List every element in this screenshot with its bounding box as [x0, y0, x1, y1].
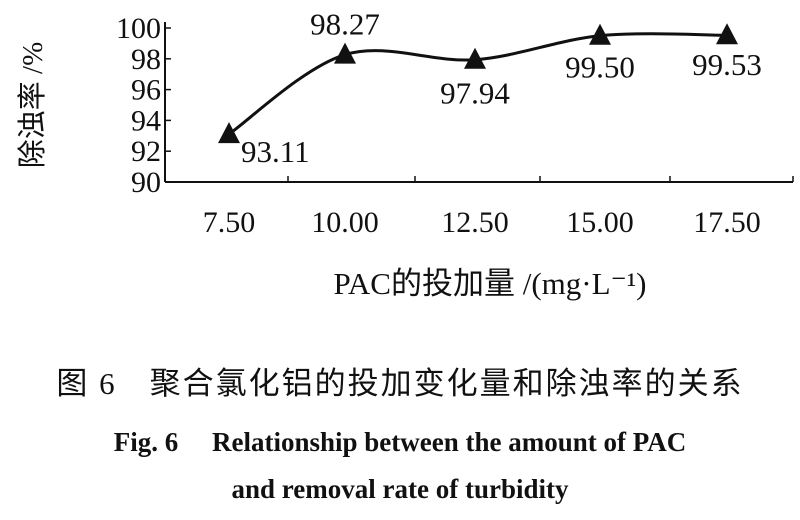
- x-axis-label: PAC的投加量 /(mg·L⁻¹): [334, 266, 647, 301]
- data-label: 98.27: [310, 7, 380, 42]
- data-point-triangle: [589, 23, 611, 45]
- y-tick-label: 90: [131, 166, 161, 199]
- data-point-triangle: [334, 42, 356, 64]
- y-tick-label: 100: [116, 12, 161, 45]
- caption-english-line2: and removal rate of turbidity: [231, 474, 569, 504]
- x-tick-label: 7.50: [203, 206, 256, 239]
- x-tick-label: 15.00: [566, 206, 634, 239]
- y-tick-label: 94: [131, 104, 161, 137]
- data-label: 99.50: [565, 50, 635, 85]
- x-tick-label: 17.50: [693, 206, 761, 239]
- caption-english-line1: Fig. 6 Relationship between the amount o…: [113, 427, 687, 457]
- y-tick-label: 96: [131, 74, 161, 107]
- x-tick-label: 10.00: [311, 206, 379, 239]
- caption-chinese: 图 6 聚合氯化铝的投加变化量和除浊率的关系: [56, 366, 744, 401]
- y-axis-label: 除浊率 /%: [16, 42, 49, 168]
- y-tick-label: 98: [131, 43, 161, 76]
- data-label: 93.11: [241, 134, 310, 169]
- y-tick-label: 92: [131, 135, 161, 168]
- data-label: 99.53: [692, 47, 762, 82]
- data-point-triangle: [218, 122, 240, 144]
- x-tick-label: 12.50: [441, 206, 509, 239]
- data-point-triangle: [716, 23, 738, 45]
- data-point-triangle: [464, 47, 486, 69]
- data-label: 97.94: [440, 76, 510, 111]
